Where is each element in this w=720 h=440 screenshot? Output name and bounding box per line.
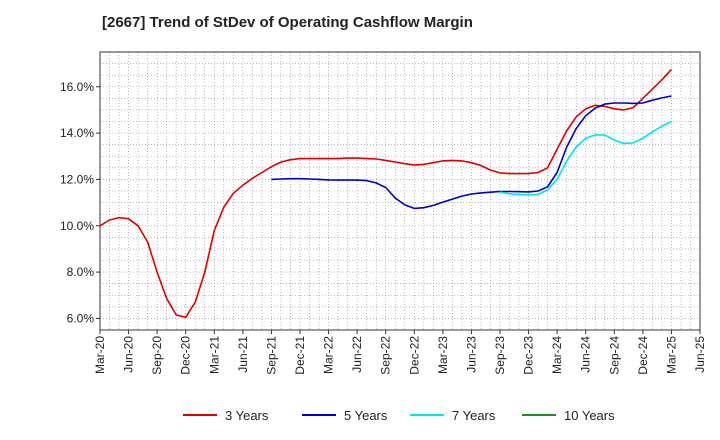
- y-tick-label: 6.0%: [67, 311, 95, 325]
- x-axis-ticks: Mar-20 Jun-20 Sep-20 Dec-20 Mar-21 Jun-21 Sep-…: [93, 330, 707, 375]
- x-tick-label: Dec-21: [293, 336, 307, 375]
- x-tick-label: Jun-21: [236, 336, 250, 373]
- y-tick-label: 16.0%: [60, 80, 94, 94]
- x-tick-label: Mar-25: [664, 336, 678, 374]
- x-tick-label: Mar-22: [322, 336, 336, 374]
- x-tick-label: Mar-20: [93, 336, 107, 374]
- y-axis-ticks: 6.0% 8.0% 10.0% 12.0% 14.0% 16.0%: [60, 80, 100, 325]
- y-tick-label: 10.0%: [60, 219, 94, 233]
- x-tick-label: Sep-22: [379, 336, 393, 375]
- x-tick-label: Sep-21: [264, 336, 278, 375]
- chart-title: [2667] Trend of StDev of Operating Cashf…: [102, 14, 473, 31]
- x-tick-label: Sep-24: [607, 336, 621, 375]
- x-tick-label: Dec-23: [522, 336, 536, 375]
- x-tick-label: Sep-20: [150, 336, 164, 375]
- series-line-5-years: [271, 95, 672, 210]
- legend-label: 5 Years: [344, 408, 388, 423]
- x-tick-label: Jun-25: [693, 336, 707, 373]
- x-tick-label: Sep-23: [493, 336, 507, 375]
- x-tick-label: Mar-23: [436, 336, 450, 374]
- series-line-7-years: [499, 120, 672, 196]
- x-tick-label: Mar-21: [207, 336, 221, 374]
- legend-label: 7 Years: [452, 408, 496, 423]
- x-tick-label: Jun-23: [464, 336, 478, 373]
- y-tick-label: 14.0%: [60, 126, 94, 140]
- y-tick-label: 8.0%: [67, 265, 95, 279]
- y-tick-label: 12.0%: [60, 172, 94, 186]
- series-lines: [99, 68, 672, 319]
- x-tick-label: Dec-24: [636, 336, 650, 375]
- grid: [99, 51, 701, 331]
- legend-label: 3 Years: [225, 408, 269, 423]
- series-line-3-years: [99, 68, 672, 319]
- x-tick-label: Jun-20: [122, 336, 136, 373]
- x-tick-label: Jun-24: [579, 336, 593, 373]
- x-tick-label: Dec-22: [407, 336, 421, 375]
- x-tick-label: Mar-24: [550, 336, 564, 374]
- legend-label: 10 Years: [564, 408, 615, 423]
- x-tick-label: Dec-20: [179, 336, 193, 375]
- x-tick-label: Jun-22: [350, 336, 364, 373]
- plot-frame: [99, 51, 701, 331]
- legend: 3 Years 5 Years 7 Years 10 Years: [183, 408, 615, 423]
